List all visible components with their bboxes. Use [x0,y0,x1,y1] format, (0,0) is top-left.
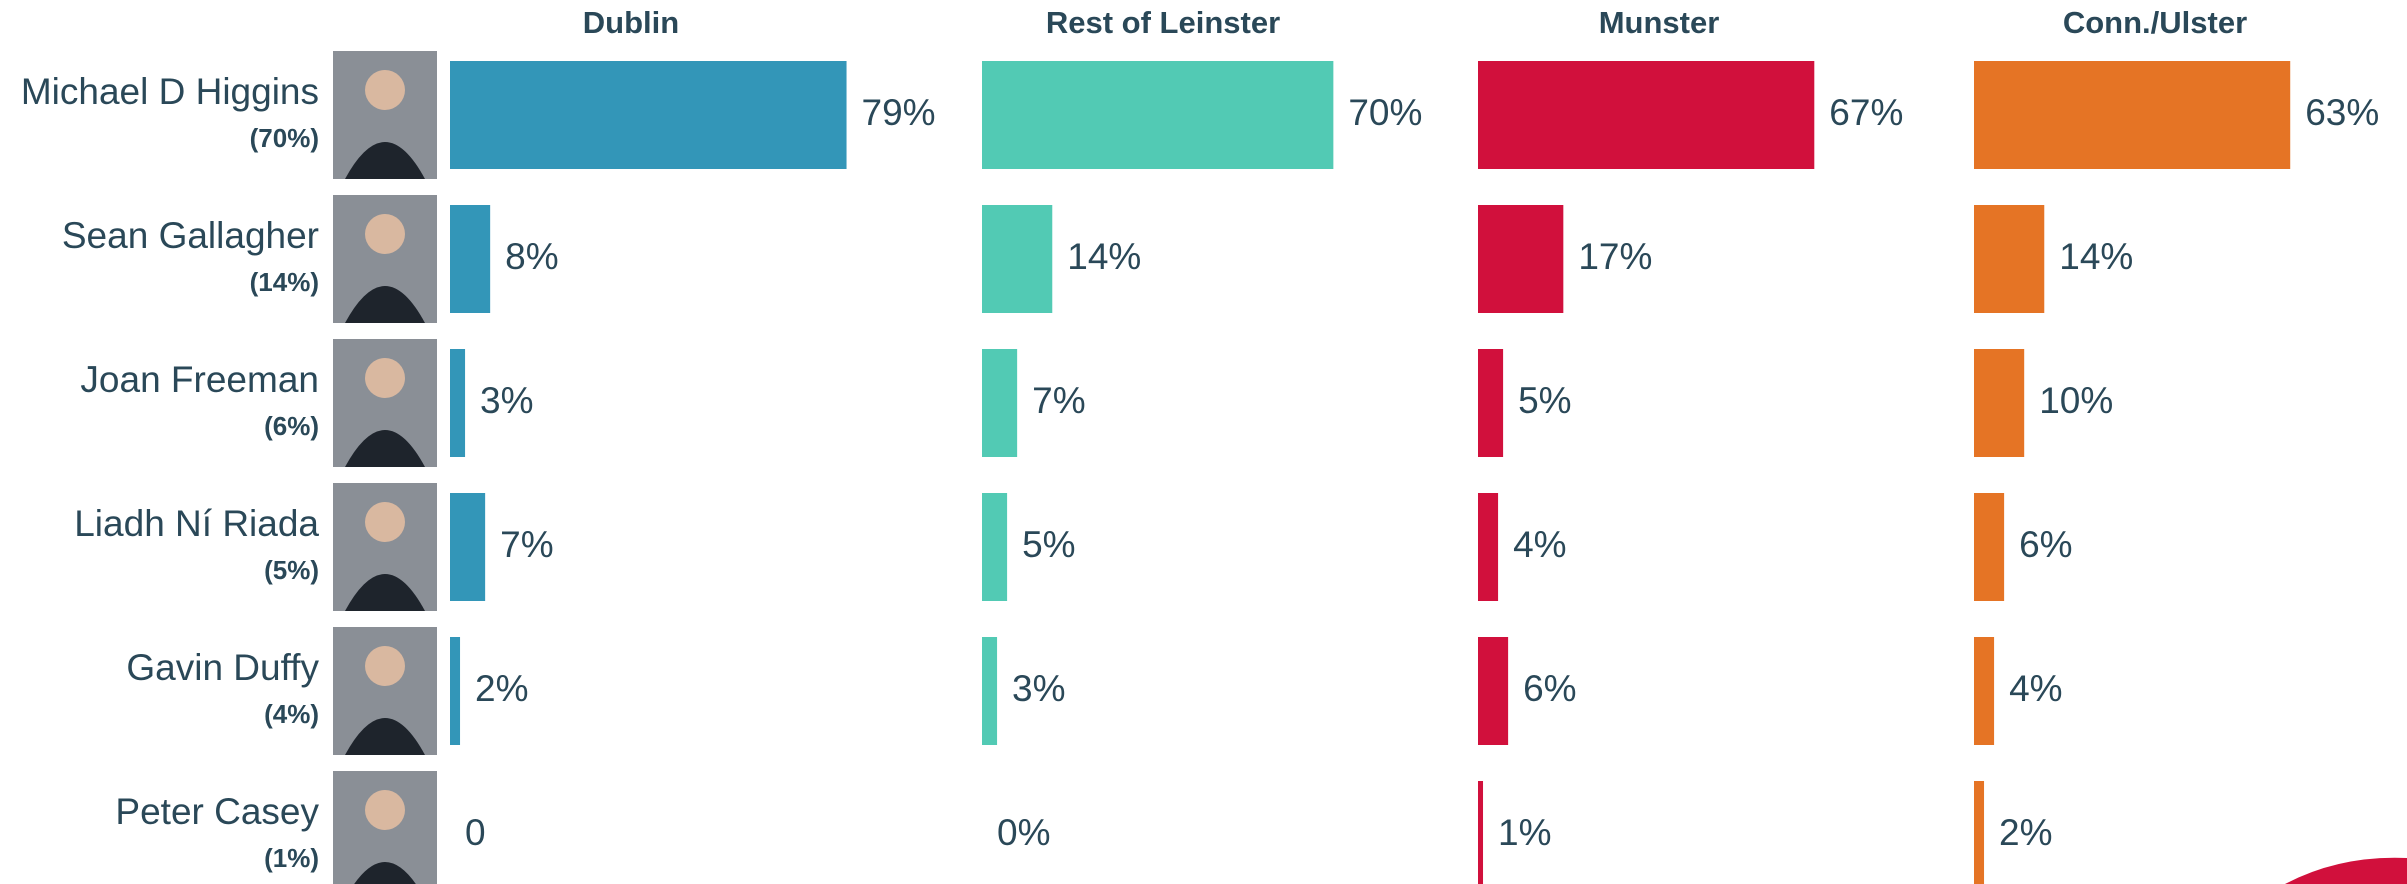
bar [1478,781,1484,884]
panel-title: Dublin [583,5,679,40]
decorative-shape [2285,857,2407,884]
value-label: 17% [1578,236,1652,277]
bar [1974,349,2025,457]
photo-body [345,718,425,755]
value-label: 4% [1513,524,1566,565]
bar [450,349,466,457]
value-label: 5% [1022,524,1075,565]
value-label: 4% [2009,668,2062,709]
bar [1478,349,1504,457]
photo-head [365,70,405,110]
candidate-total: (5%) [264,555,319,585]
bar [1974,781,1985,884]
panel-title: Munster [1599,5,1720,40]
value-label: 3% [480,380,533,421]
candidate-name: Peter Casey [115,791,319,832]
value-label: 14% [1067,236,1141,277]
value-label: 79% [862,92,936,133]
photo-body [345,430,425,467]
value-label: 63% [2305,92,2379,133]
value-label: 0% [997,812,1050,853]
candidate-name: Joan Freeman [80,359,319,400]
panel-title: Conn./Ulster [2063,5,2247,40]
photo-head [365,790,405,830]
photo-head [365,358,405,398]
candidate-total: (4%) [264,699,319,729]
bar [450,637,461,745]
candidate-name: Liadh Ní Riada [74,503,319,544]
bar [450,205,491,313]
candidate-total: (1%) [264,843,319,873]
photo-head [365,214,405,254]
value-label: 3% [1012,668,1065,709]
photo-head [365,646,405,686]
candidate-total: (14%) [250,267,319,297]
value-label: 6% [2019,524,2072,565]
bar [1478,205,1564,313]
bar [1478,493,1499,601]
bar [450,493,486,601]
value-label: 0 [465,812,486,853]
value-label: 8% [505,236,558,277]
bar [450,61,847,169]
bar [1974,205,2045,313]
value-label: 14% [2059,236,2133,277]
value-label: 1% [1498,812,1551,853]
value-label: 70% [1348,92,1422,133]
value-label: 2% [1999,812,2052,853]
value-label: 67% [1829,92,1903,133]
bar [982,205,1053,313]
candidate-total: (70%) [250,123,319,153]
value-label: 7% [1032,380,1085,421]
photo-body [345,286,425,323]
candidate-name: Sean Gallagher [62,215,319,256]
value-label: 7% [500,524,553,565]
candidate-name: Gavin Duffy [126,647,319,688]
candidate-name: Michael D Higgins [21,71,319,112]
bar [1974,637,1995,745]
panel-title: Rest of Leinster [1046,5,1280,40]
bar [1478,637,1509,745]
value-label: 5% [1518,380,1571,421]
bar [982,637,998,745]
photo-body [345,574,425,611]
bar [1478,61,1815,169]
bar [982,61,1334,169]
photo-head [365,502,405,542]
bar [982,493,1008,601]
value-label: 6% [1523,668,1576,709]
bar [1974,61,2291,169]
candidate-total: (6%) [264,411,319,441]
value-label: 2% [475,668,528,709]
value-label: 10% [2039,380,2113,421]
bar [982,349,1018,457]
bar [1974,493,2005,601]
photo-body [345,142,425,179]
photo-body [354,862,416,884]
